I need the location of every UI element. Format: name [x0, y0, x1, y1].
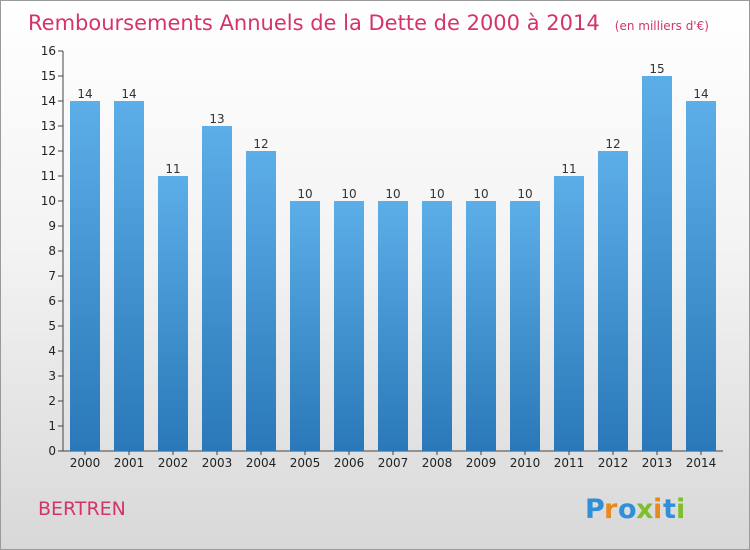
x-tick-label: 2001: [114, 456, 145, 470]
bar-value-label: 10: [385, 187, 400, 201]
y-tick-label: 9: [48, 219, 56, 233]
bar: [598, 151, 628, 451]
commune-name: BERTREN: [38, 498, 126, 520]
x-tick-label: 2005: [290, 456, 321, 470]
bar-value-label: 14: [121, 87, 136, 101]
chart-title-main: Remboursements Annuels de la Dette de 20…: [28, 11, 600, 35]
y-tick-label: 8: [48, 244, 56, 258]
bar-value-label: 10: [429, 187, 444, 201]
x-tick-label: 2004: [246, 456, 277, 470]
bar: [466, 201, 496, 451]
bar-value-label: 13: [209, 112, 224, 126]
bar: [510, 201, 540, 451]
bar-value-label: 11: [165, 162, 180, 176]
bar-value-label: 12: [253, 137, 268, 151]
bar: [642, 76, 672, 451]
chart-title: Remboursements Annuels de la Dette de 20…: [28, 11, 709, 35]
bar: [554, 176, 584, 451]
y-tick-label: 12: [41, 144, 56, 158]
bar-value-label: 14: [693, 87, 708, 101]
bar-value-label: 15: [649, 62, 664, 76]
x-tick-label: 2012: [598, 456, 629, 470]
x-tick-label: 2014: [686, 456, 717, 470]
y-tick-label: 0: [48, 444, 56, 458]
x-tick-label: 2009: [466, 456, 497, 470]
y-tick-label: 15: [41, 69, 56, 83]
x-tick-label: 2000: [70, 456, 101, 470]
y-tick-label: 4: [48, 344, 56, 358]
bar: [114, 101, 144, 451]
y-tick-label: 3: [48, 369, 56, 383]
bar-value-label: 12: [605, 137, 620, 151]
bar: [422, 201, 452, 451]
y-tick-label: 5: [48, 319, 56, 333]
logo-letter: r: [604, 494, 618, 525]
bar-value-label: 11: [561, 162, 576, 176]
bar-value-label: 10: [341, 187, 356, 201]
bar: [290, 201, 320, 451]
y-tick-label: 14: [41, 94, 56, 108]
y-tick-label: 1: [48, 419, 56, 433]
logo-letter: P: [585, 494, 605, 525]
x-tick-label: 2002: [158, 456, 189, 470]
bar: [686, 101, 716, 451]
x-tick-label: 2007: [378, 456, 409, 470]
bar: [246, 151, 276, 451]
y-tick-label: 2: [48, 394, 56, 408]
y-tick-label: 13: [41, 119, 56, 133]
y-tick-label: 16: [41, 44, 56, 58]
chart-unit-note: (en milliers d'€): [615, 19, 709, 33]
bar-value-label: 10: [473, 187, 488, 201]
y-tick-label: 6: [48, 294, 56, 308]
bar-value-label: 10: [517, 187, 532, 201]
bar: [378, 201, 408, 451]
x-tick-label: 2006: [334, 456, 365, 470]
logo-letter: t: [663, 494, 676, 525]
x-tick-label: 2003: [202, 456, 233, 470]
x-tick-label: 2011: [554, 456, 585, 470]
bar: [70, 101, 100, 451]
logo-letter: x: [636, 494, 653, 525]
bar-value-label: 14: [77, 87, 92, 101]
bar: [202, 126, 232, 451]
bar: [158, 176, 188, 451]
plot-area: 0123456789101112131415161420001420011120…: [41, 44, 723, 470]
x-tick-label: 2010: [510, 456, 541, 470]
bar: [334, 201, 364, 451]
logo-letter: o: [618, 494, 637, 525]
bar-value-label: 10: [297, 187, 312, 201]
x-tick-label: 2013: [642, 456, 673, 470]
logo-letter: i: [653, 494, 662, 525]
y-tick-label: 10: [41, 194, 56, 208]
y-tick-label: 11: [41, 169, 56, 183]
y-tick-label: 7: [48, 269, 56, 283]
logo-letter: i: [676, 494, 685, 525]
x-tick-label: 2008: [422, 456, 453, 470]
